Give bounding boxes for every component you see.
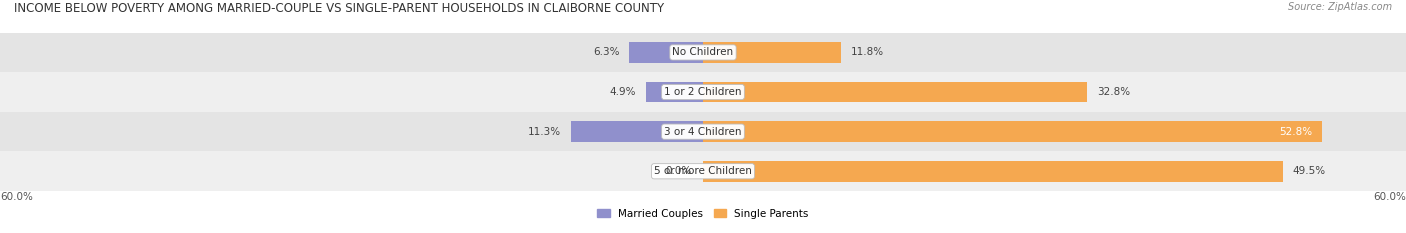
Text: 5 or more Children: 5 or more Children bbox=[654, 166, 752, 176]
Text: 6.3%: 6.3% bbox=[593, 48, 620, 57]
Bar bbox=[703, 82, 1087, 102]
Text: 49.5%: 49.5% bbox=[1292, 166, 1326, 176]
Text: 11.3%: 11.3% bbox=[529, 127, 561, 137]
Text: 3 or 4 Children: 3 or 4 Children bbox=[664, 127, 742, 137]
Text: 1 or 2 Children: 1 or 2 Children bbox=[664, 87, 742, 97]
Text: 0.0%: 0.0% bbox=[665, 166, 692, 176]
Text: 60.0%: 60.0% bbox=[1374, 192, 1406, 202]
Text: INCOME BELOW POVERTY AMONG MARRIED-COUPLE VS SINGLE-PARENT HOUSEHOLDS IN CLAIBOR: INCOME BELOW POVERTY AMONG MARRIED-COUPL… bbox=[14, 2, 664, 15]
Bar bbox=[703, 42, 841, 63]
Text: No Children: No Children bbox=[672, 48, 734, 57]
Text: 52.8%: 52.8% bbox=[1279, 127, 1312, 137]
Bar bbox=[0, 112, 1406, 151]
Bar bbox=[571, 121, 703, 142]
Bar bbox=[0, 151, 1406, 191]
Bar bbox=[703, 161, 1282, 182]
Text: 60.0%: 60.0% bbox=[0, 192, 32, 202]
Legend: Married Couples, Single Parents: Married Couples, Single Parents bbox=[598, 209, 808, 219]
Bar bbox=[630, 42, 703, 63]
Text: 4.9%: 4.9% bbox=[610, 87, 637, 97]
Text: Source: ZipAtlas.com: Source: ZipAtlas.com bbox=[1288, 2, 1392, 12]
Bar bbox=[645, 82, 703, 102]
Bar bbox=[0, 33, 1406, 72]
Text: 11.8%: 11.8% bbox=[851, 48, 884, 57]
Bar bbox=[0, 72, 1406, 112]
Text: 32.8%: 32.8% bbox=[1097, 87, 1130, 97]
Bar bbox=[703, 121, 1322, 142]
